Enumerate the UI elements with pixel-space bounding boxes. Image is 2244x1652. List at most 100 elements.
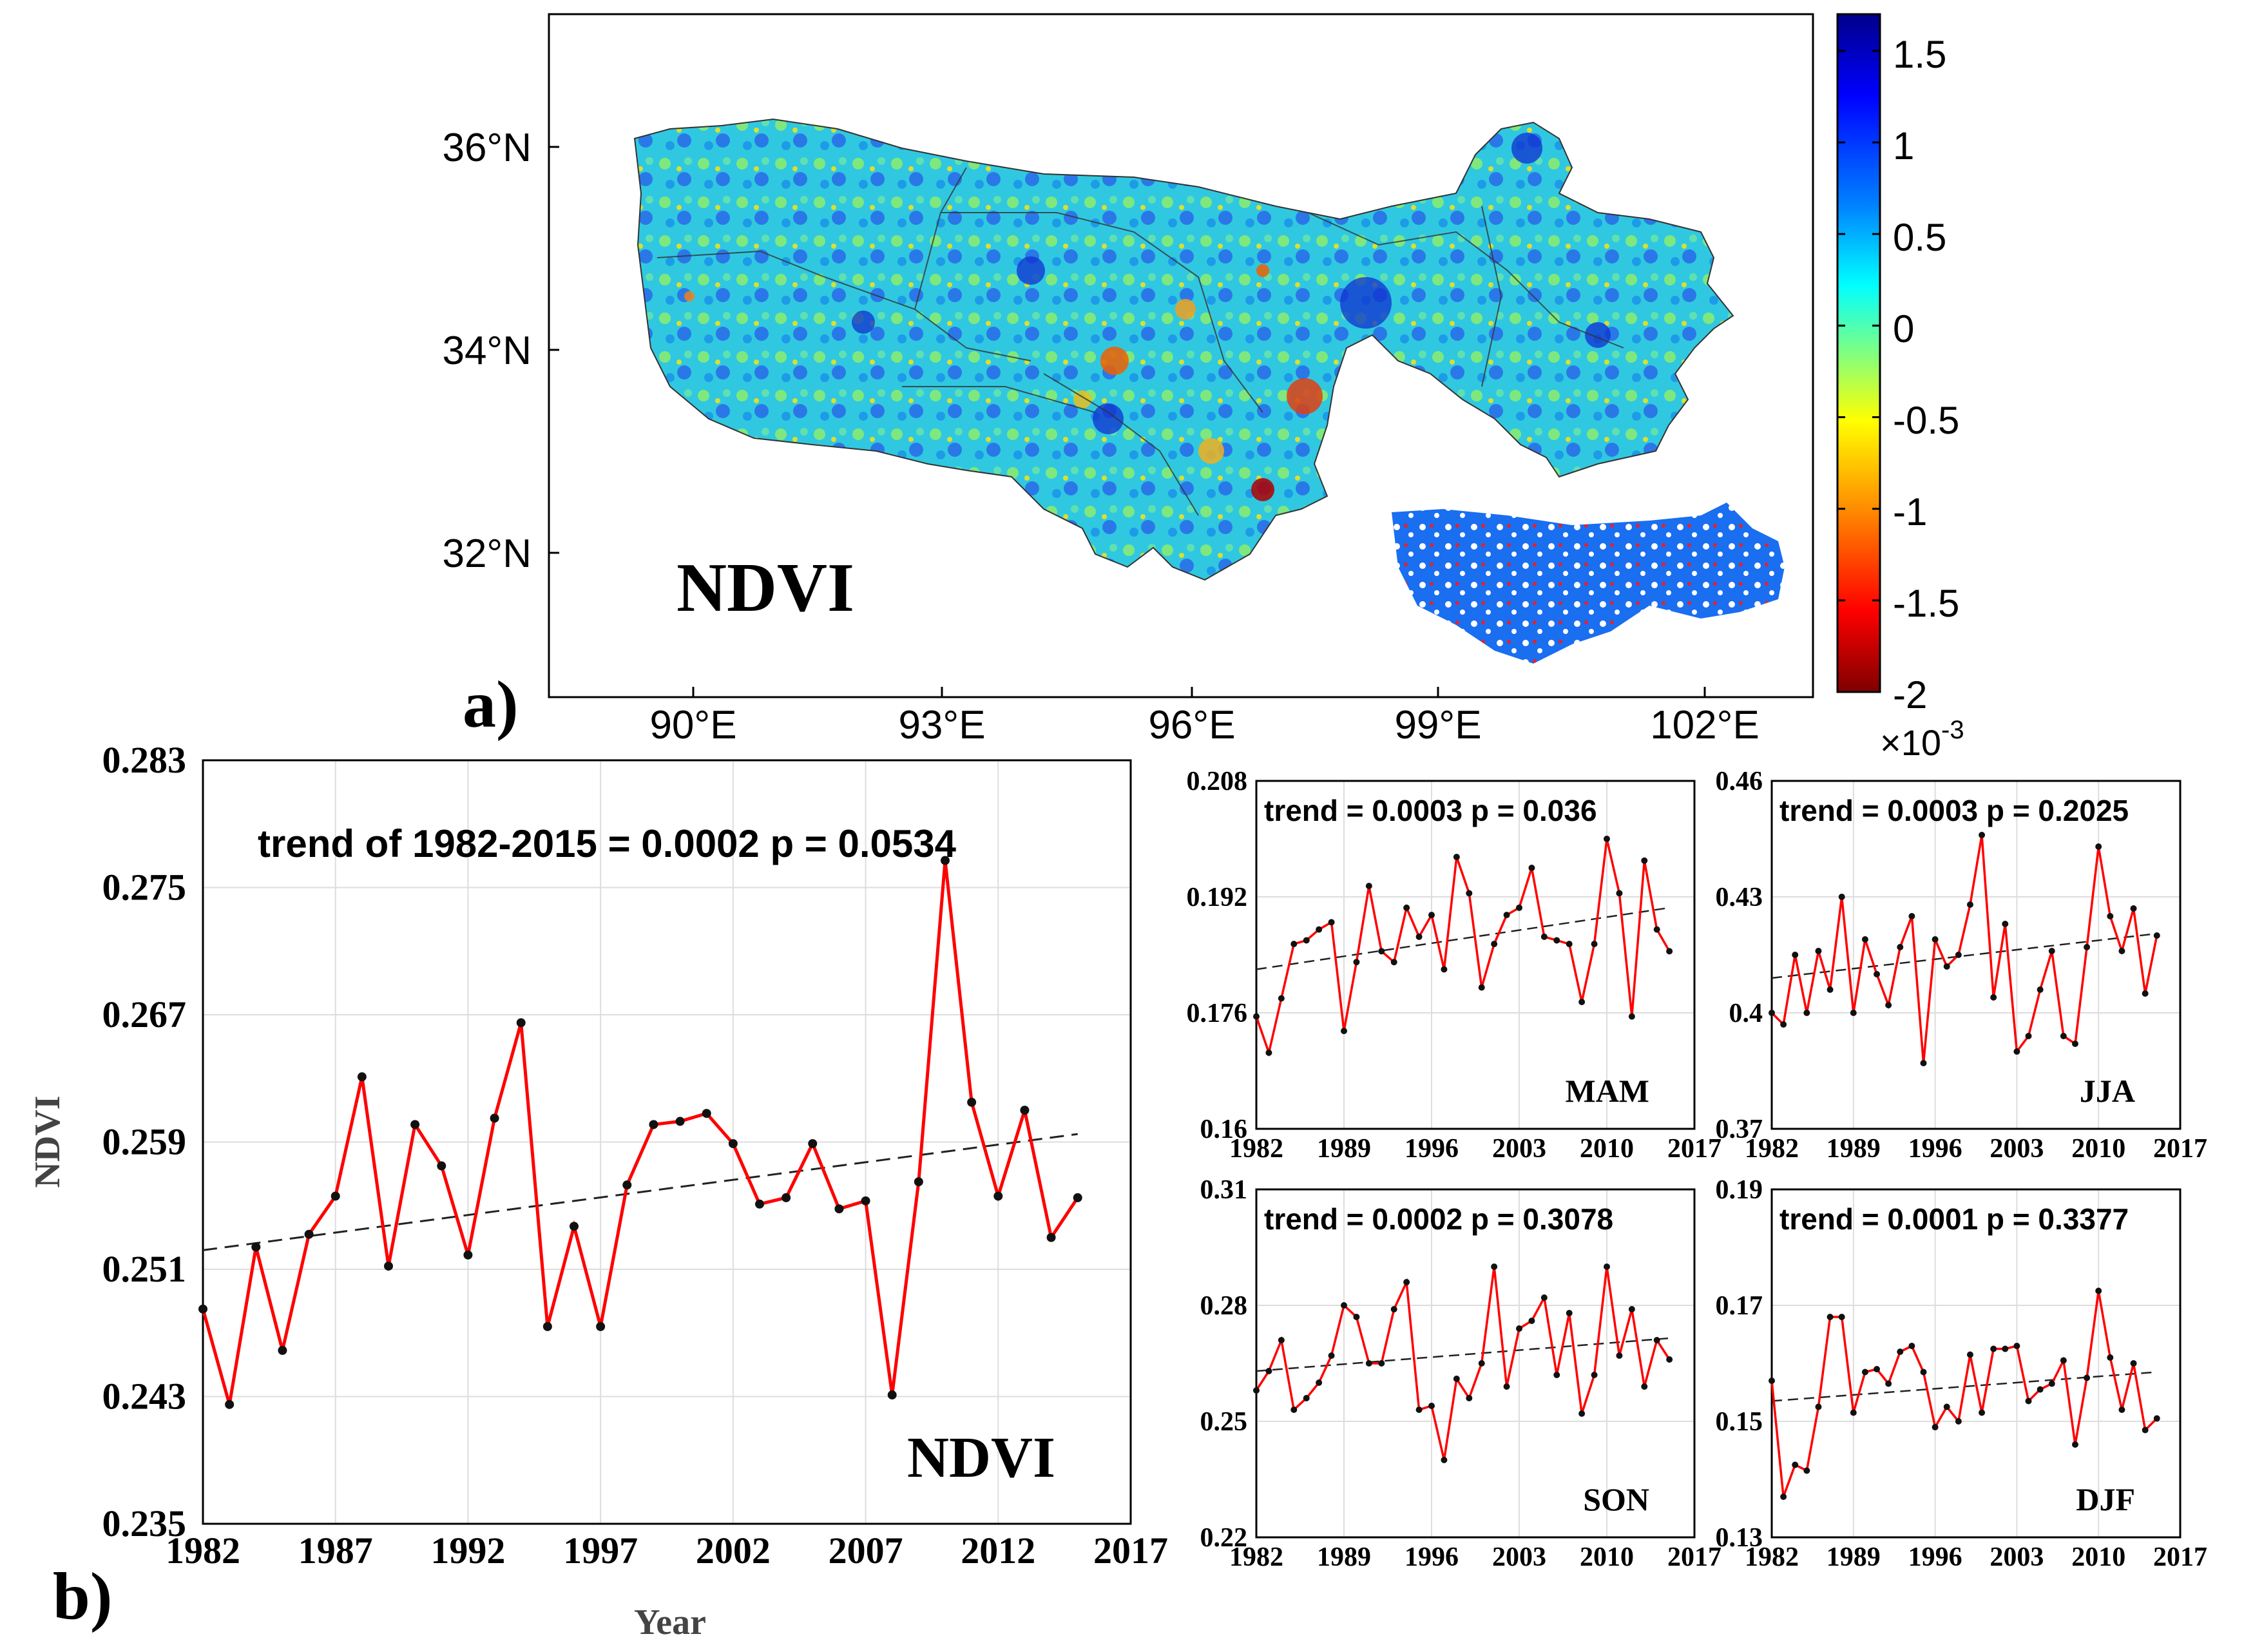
data-point: [1453, 854, 1460, 861]
data-point: [1491, 941, 1498, 948]
y-tick-label: 0.267: [102, 994, 187, 1035]
data-point: [1528, 865, 1535, 871]
season-x-tick-labels: 1982 1989 1996 2003 2010 2017: [1229, 1134, 1721, 1164]
data-point: [1316, 926, 1323, 933]
data-point: [1390, 959, 1397, 966]
x-tick-label: 1989: [1317, 1134, 1371, 1164]
data-point: [1628, 1013, 1635, 1020]
y-tick-label: 0.37: [1716, 1115, 1763, 1144]
x-tick-label: 2002: [696, 1530, 771, 1571]
season-series-line: [1770, 1291, 2158, 1497]
colorbar: 1.5 1 0.5 0 -0.5 -1 -1.5 -2 ×10-3: [1836, 13, 1964, 763]
season-series-points: [1769, 1287, 2160, 1500]
data-point: [2002, 921, 2009, 927]
data-point: [596, 1321, 606, 1331]
data-point: [1073, 1193, 1082, 1202]
colorbar-gradient: [1836, 13, 1881, 693]
data-point: [1303, 1395, 1310, 1401]
colorbar-multiplier-exponent: -3: [1941, 716, 1964, 744]
main-x-axis-label: Year: [634, 1602, 706, 1642]
x-tick-label: 1989: [1317, 1542, 1371, 1572]
data-point: [1908, 913, 1915, 919]
data-point: [1908, 1343, 1915, 1349]
lat-tick-label: 36°N: [442, 126, 532, 170]
x-tick-label: 2017: [1667, 1134, 1721, 1164]
data-point: [2025, 1033, 2032, 1039]
data-point: [755, 1199, 764, 1209]
data-point: [1838, 1314, 1845, 1320]
data-point: [1979, 832, 1986, 838]
main-series-line: [201, 860, 1079, 1405]
data-point: [2153, 932, 2160, 939]
data-point: [1466, 890, 1473, 897]
data-point: [1815, 1403, 1822, 1410]
data-point: [2130, 1360, 2137, 1367]
data-point: [2013, 1048, 2020, 1055]
data-point: [1503, 912, 1510, 919]
data-point: [1850, 1010, 1857, 1016]
data-point: [2037, 1386, 2044, 1393]
lon-tick-label: 96°E: [1148, 703, 1235, 747]
data-point: [384, 1262, 393, 1271]
x-tick-label: 1996: [1405, 1134, 1459, 1164]
y-tick-label: 0.243: [102, 1376, 187, 1417]
data-point: [808, 1138, 818, 1148]
data-point: [1641, 857, 1648, 864]
data-point: [1966, 1351, 1973, 1358]
colorbar-tick-label: 1.5: [1893, 33, 1946, 76]
data-point: [1932, 1424, 1939, 1430]
data-point: [1874, 1366, 1881, 1372]
data-point: [516, 1018, 526, 1028]
data-point: [2025, 1397, 2032, 1405]
region-boundaries: [657, 167, 1624, 516]
data-point: [331, 1191, 340, 1201]
data-point: [2071, 1041, 2078, 1047]
season-series-points: [1769, 832, 2160, 1066]
x-tick-label: 2017: [2153, 1134, 2207, 1164]
data-point: [1827, 986, 1834, 993]
y-tick-label: 0.15: [1716, 1407, 1763, 1437]
x-tick-label: 2010: [2071, 1134, 2125, 1164]
data-point: [1850, 1409, 1857, 1416]
main-x-tick-labels: 1982 1987 1992 1997 2002 2007 2012 2017: [166, 1530, 1168, 1571]
data-point: [1616, 1352, 1623, 1359]
y-tick-label: 0.31: [1200, 1175, 1248, 1205]
colorbar-tick-label: 1: [1893, 124, 1914, 168]
data-point: [1769, 1010, 1775, 1016]
data-point: [887, 1390, 897, 1400]
data-point: [1253, 1013, 1260, 1020]
data-point: [570, 1222, 579, 1231]
data-point: [1328, 1352, 1335, 1359]
y-tick-label: 0.275: [102, 867, 187, 908]
season-trend-text: trend = 0.0002 p = 0.3078: [1264, 1202, 1613, 1236]
y-tick-label: 0.16: [1200, 1115, 1248, 1144]
map-panel: NDVI a) 36°N 34°N 32°N 90°E 93°E 96°E 99…: [442, 13, 1814, 747]
data-point: [1827, 1314, 1834, 1320]
colorbar-tick-labels: 1.5 1 0.5 0 -0.5 -1 -1.5 -2: [1893, 33, 1959, 716]
season-y-tick-labels: 0.46 0.43 0.4 0.37: [1716, 767, 1763, 1144]
data-point: [1566, 1310, 1573, 1316]
main-trend-line: [202, 1133, 1078, 1251]
data-point: [1838, 894, 1845, 900]
data-point: [622, 1180, 632, 1190]
data-point: [1265, 1368, 1272, 1374]
x-tick-label: 2003: [1492, 1134, 1546, 1164]
x-tick-label: 2003: [1990, 1542, 2044, 1572]
season-series-points: [1253, 1263, 1673, 1463]
data-point: [357, 1072, 367, 1082]
data-point: [861, 1196, 870, 1205]
data-point: [2013, 1343, 2020, 1349]
data-point: [1390, 1306, 1397, 1312]
panel-a-label: a): [463, 668, 519, 742]
lon-ticks: [692, 687, 1706, 697]
data-point: [649, 1120, 658, 1129]
data-point: [1378, 1360, 1385, 1367]
data-point: [1932, 936, 1939, 943]
main-trend-text: trend of 1982-2015 = 0.0002 p = 0.0534: [258, 822, 957, 865]
data-point: [1540, 933, 1548, 940]
inset-significance-map: [1392, 503, 1785, 664]
data-point: [225, 1399, 235, 1409]
